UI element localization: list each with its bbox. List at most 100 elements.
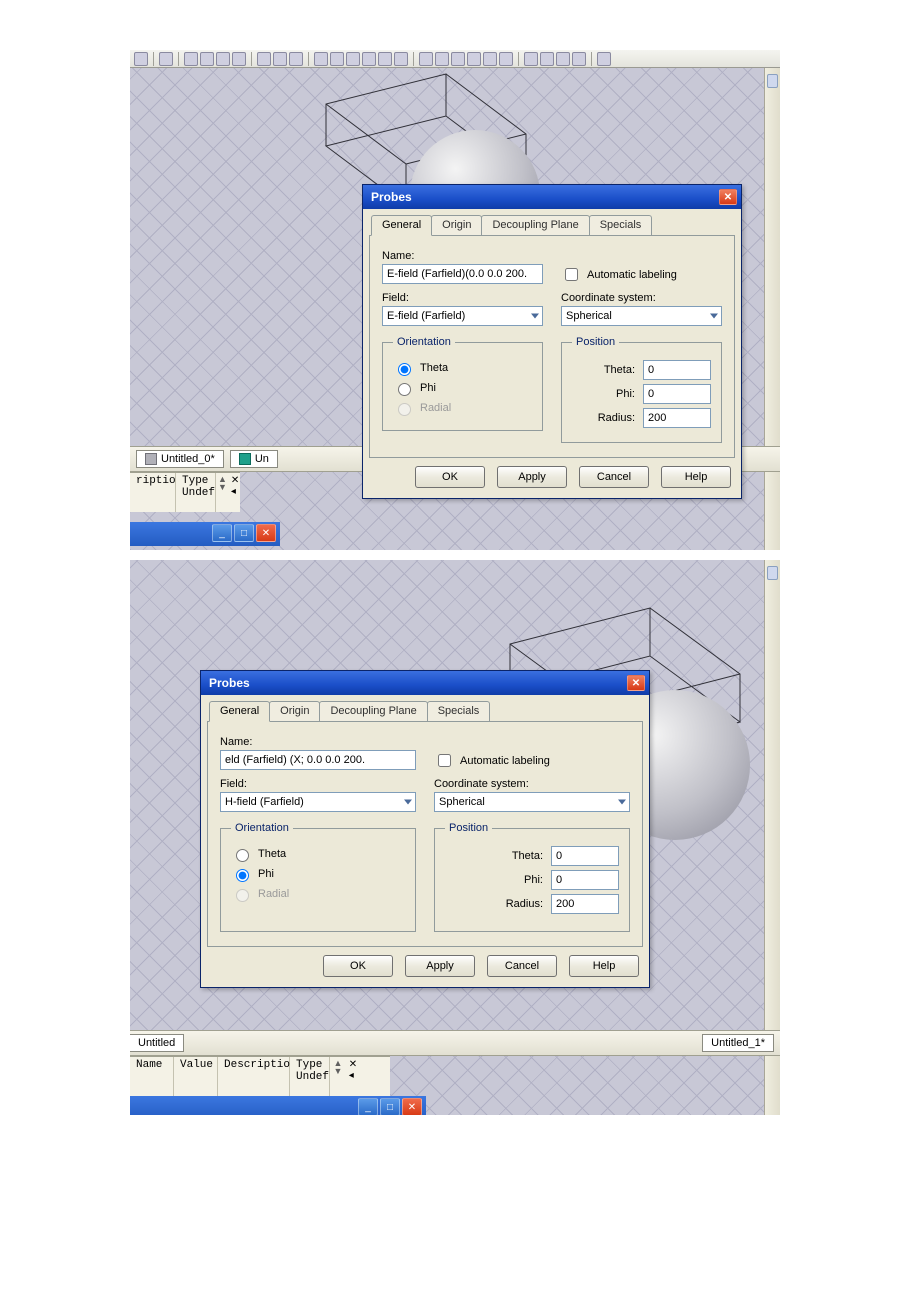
help-button[interactable]: Help <box>661 466 731 488</box>
grid-header: Descriptio <box>224 1059 283 1071</box>
toolbar-icon[interactable] <box>378 52 392 66</box>
toolbar-icon[interactable] <box>232 52 246 66</box>
orientation-fieldset: Orientation Theta Phi Radial <box>220 822 416 932</box>
tab-origin[interactable]: Origin <box>269 701 320 721</box>
toolbar-icon[interactable] <box>419 52 433 66</box>
orientation-theta-radio[interactable] <box>398 363 411 376</box>
toolbar-icon[interactable] <box>257 52 271 66</box>
toolbar-icon[interactable] <box>200 52 214 66</box>
tab-specials[interactable]: Specials <box>427 701 491 721</box>
automatic-labeling-label: Automatic labeling <box>587 269 677 281</box>
toolbar-icon[interactable] <box>451 52 465 66</box>
orientation-phi-label: Phi <box>258 868 274 880</box>
toolbar-icon[interactable] <box>483 52 497 66</box>
toolbar-icon[interactable] <box>184 52 198 66</box>
orientation-phi-radio[interactable] <box>398 383 411 396</box>
document-tab[interactable]: Untitled_1* <box>702 1034 774 1052</box>
toolbar-icon[interactable] <box>159 52 173 66</box>
tab-general[interactable]: General <box>371 215 432 236</box>
toolbar-icon[interactable] <box>499 52 513 66</box>
maximize-button[interactable]: □ <box>380 1098 400 1115</box>
probes-dialog: Probes ✕ General Origin Decoupling Plane… <box>200 670 650 988</box>
probes-dialog: Probes ✕ General Origin Decoupling Plane… <box>362 184 742 499</box>
pos-phi-input[interactable] <box>643 384 711 404</box>
position-legend: Position <box>572 336 619 348</box>
toolbar-icon[interactable] <box>216 52 230 66</box>
tab-decoupling-plane[interactable]: Decoupling Plane <box>481 215 589 235</box>
orientation-radial-label: Radial <box>420 402 451 414</box>
orientation-theta-radio[interactable] <box>236 849 249 862</box>
taskbar: _ □ ✕ <box>130 1096 426 1115</box>
close-button[interactable]: ✕ <box>402 1098 422 1115</box>
panel-close-icon[interactable]: ✕◂ <box>229 473 241 512</box>
toolbar-icon[interactable] <box>362 52 376 66</box>
position-legend: Position <box>445 822 492 834</box>
pos-theta-input[interactable] <box>643 360 711 380</box>
orientation-phi-label: Phi <box>420 382 436 394</box>
automatic-labeling-checkbox[interactable] <box>438 754 451 767</box>
taskbar: _ □ ✕ <box>130 522 280 546</box>
grid-header: Name <box>136 1059 167 1071</box>
screenshot-bottom: Untitled Untitled_1* Name Value Descript… <box>130 560 780 1115</box>
grid-header: Type <box>182 475 209 487</box>
grid-header: riptio <box>136 475 169 487</box>
coord-select[interactable]: Spherical <box>434 792 630 812</box>
dialog-titlebar: Probes ✕ <box>201 671 649 695</box>
toolbar-icon[interactable] <box>524 52 538 66</box>
minimize-button[interactable]: _ <box>358 1098 378 1115</box>
pos-radius-input[interactable] <box>643 408 711 428</box>
tab-origin[interactable]: Origin <box>431 215 482 235</box>
orientation-phi-radio[interactable] <box>236 869 249 882</box>
toolbar-icon[interactable] <box>467 52 481 66</box>
toolbar-icon[interactable] <box>134 52 148 66</box>
toolbar-icon[interactable] <box>572 52 586 66</box>
toolbar-icon[interactable] <box>289 52 303 66</box>
toolbar-icon[interactable] <box>330 52 344 66</box>
tab-specials[interactable]: Specials <box>589 215 653 235</box>
name-input[interactable] <box>382 264 543 284</box>
document-tab[interactable]: Un <box>230 450 278 468</box>
cancel-button[interactable]: Cancel <box>579 466 649 488</box>
pos-phi-input[interactable] <box>551 870 619 890</box>
panel-close-icon[interactable]: ✕◂ <box>346 1057 360 1096</box>
toolbar-icon[interactable] <box>540 52 554 66</box>
help-button[interactable]: Help <box>569 955 639 977</box>
coord-label: Coordinate system: <box>434 778 630 790</box>
dialog-close-icon[interactable]: ✕ <box>627 675 645 691</box>
apply-button[interactable]: Apply <box>405 955 475 977</box>
coord-select[interactable]: Spherical <box>561 306 722 326</box>
cancel-button[interactable]: Cancel <box>487 955 557 977</box>
tab-panel-general: Name: Automatic labeling Field: E-field … <box>369 235 735 458</box>
ok-button[interactable]: OK <box>323 955 393 977</box>
dialog-tabs: General Origin Decoupling Plane Specials… <box>369 215 735 458</box>
doc-tab-label: Untitled_1* <box>711 1037 765 1049</box>
grid-header: Value <box>180 1059 211 1071</box>
automatic-labeling-checkbox[interactable] <box>565 268 578 281</box>
toolbar-icon[interactable] <box>435 52 449 66</box>
doc-icon <box>145 453 157 465</box>
document-tab[interactable]: Untitled <box>130 1034 184 1052</box>
toolbar-icon[interactable] <box>394 52 408 66</box>
toolbar-icon[interactable] <box>273 52 287 66</box>
apply-button[interactable]: Apply <box>497 466 567 488</box>
dialog-close-icon[interactable]: ✕ <box>719 189 737 205</box>
toolbar-icon[interactable] <box>597 52 611 66</box>
tab-general[interactable]: General <box>209 701 270 722</box>
field-select[interactable]: E-field (Farfield) <box>382 306 543 326</box>
scrollbar[interactable] <box>764 68 780 550</box>
document-tab[interactable]: Untitled_0* <box>136 450 224 468</box>
pos-theta-label: Theta: <box>577 364 635 376</box>
field-select[interactable]: H-field (Farfield) <box>220 792 416 812</box>
toolbar-icon[interactable] <box>346 52 360 66</box>
tab-decoupling-plane[interactable]: Decoupling Plane <box>319 701 427 721</box>
pos-radius-input[interactable] <box>551 894 619 914</box>
name-input[interactable] <box>220 750 416 770</box>
minimize-button[interactable]: _ <box>212 524 232 542</box>
orientation-legend: Orientation <box>393 336 455 348</box>
maximize-button[interactable]: □ <box>234 524 254 542</box>
toolbar-icon[interactable] <box>556 52 570 66</box>
close-button[interactable]: ✕ <box>256 524 276 542</box>
pos-theta-input[interactable] <box>551 846 619 866</box>
toolbar-icon[interactable] <box>314 52 328 66</box>
ok-button[interactable]: OK <box>415 466 485 488</box>
